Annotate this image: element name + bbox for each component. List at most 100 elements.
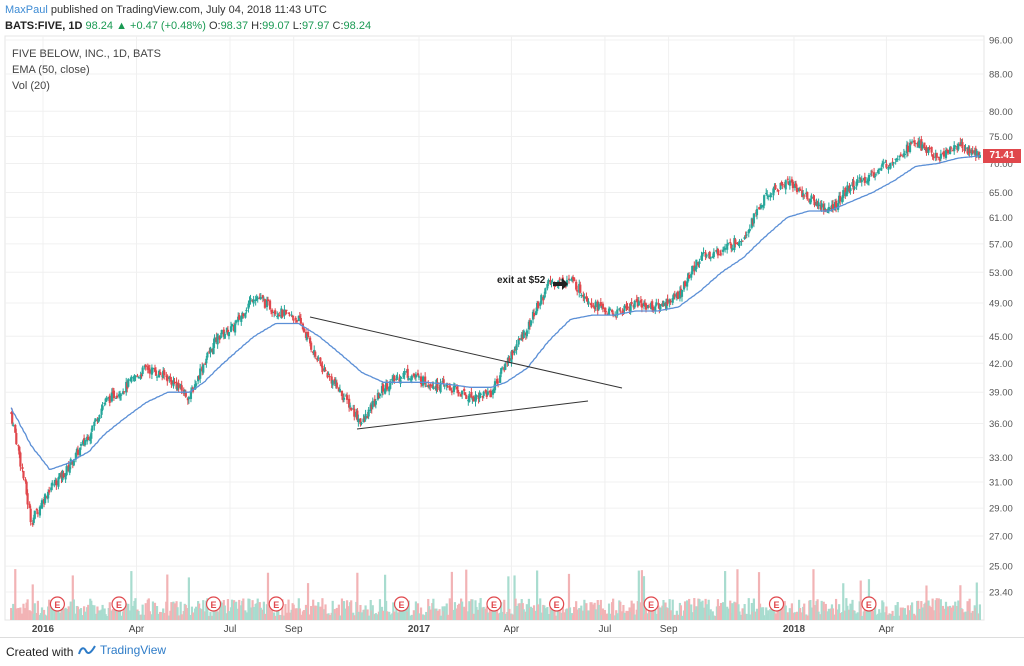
- volume-bar: [539, 598, 542, 620]
- y-tick-label: 29.00: [989, 504, 1013, 515]
- volume-bar: [350, 600, 353, 620]
- volume-bar: [944, 601, 948, 620]
- candle-body: [205, 358, 208, 364]
- earnings-marker[interactable]: [486, 596, 502, 612]
- volume-bar: [673, 614, 676, 620]
- volume-bar: [337, 604, 340, 620]
- volume-bar: [115, 611, 119, 620]
- candle-body: [12, 424, 15, 426]
- candle-body: [736, 242, 739, 245]
- candle-body: [314, 351, 317, 357]
- high-label: H:: [251, 20, 263, 32]
- volume-bar: [287, 599, 290, 620]
- candle-body: [730, 243, 733, 249]
- candle-body: [425, 385, 428, 387]
- candle-body: [968, 148, 971, 154]
- volume-bar: [790, 603, 793, 620]
- candle-body: [788, 180, 791, 186]
- volume-bar: [795, 611, 799, 620]
- candle-body: [309, 337, 312, 344]
- earnings-marker[interactable]: [549, 596, 565, 612]
- tradingview-link[interactable]: TradingView: [78, 643, 166, 657]
- candle-body: [767, 196, 770, 198]
- earnings-marker[interactable]: [643, 596, 659, 612]
- candle-body: [360, 422, 363, 424]
- candle-body: [396, 376, 399, 378]
- candle-body: [946, 149, 950, 154]
- volume-bar: [419, 607, 423, 620]
- volume-bar: [878, 609, 881, 620]
- candle-body: [327, 373, 330, 376]
- volume-bar: [585, 603, 588, 620]
- volume-bar: [752, 598, 755, 620]
- candle-body: [276, 315, 279, 317]
- volume-bar: [306, 583, 310, 620]
- earnings-marker[interactable]: [49, 596, 65, 612]
- volume-bar: [360, 612, 363, 620]
- candle-body: [278, 315, 281, 317]
- candle-body: [522, 330, 525, 338]
- volume-bar: [84, 611, 87, 620]
- y-tick-label: 42.00: [989, 359, 1013, 370]
- candle-body: [383, 388, 387, 394]
- earnings-marker[interactable]: [111, 596, 127, 612]
- volume-bar: [507, 576, 510, 620]
- candle-body: [139, 374, 142, 380]
- earnings-marker[interactable]: [861, 596, 877, 612]
- candle-body: [194, 383, 198, 386]
- candle-body: [802, 193, 805, 196]
- candle-body: [91, 425, 94, 431]
- volume-bar: [799, 607, 802, 620]
- volume-bar: [561, 605, 564, 620]
- candle-body: [957, 144, 960, 150]
- candle-body: [249, 298, 252, 301]
- candle-body: [299, 317, 302, 324]
- volume-bar: [889, 614, 892, 620]
- candle-body: [923, 142, 926, 149]
- candle-body: [852, 180, 855, 190]
- author-link[interactable]: MaxPaul: [5, 4, 48, 16]
- earnings-marker[interactable]: [768, 596, 785, 612]
- volume-bar: [76, 606, 80, 620]
- candle-body: [747, 230, 750, 234]
- earnings-marker[interactable]: [393, 596, 410, 612]
- candle-body: [324, 369, 327, 372]
- volume-bar: [750, 602, 753, 620]
- volume-bar: [299, 614, 302, 620]
- candle-body: [745, 234, 748, 236]
- candle-body: [585, 296, 588, 300]
- volume-bar: [637, 570, 640, 620]
- candle-body: [700, 255, 703, 261]
- earnings-marker[interactable]: [205, 596, 222, 612]
- price-chart[interactable]: E E E E E E E E E E 96.00 88.00 80.00 75.00 70.00 65.0…: [0, 0, 1024, 637]
- candle-body: [870, 171, 874, 173]
- y-tick-label: 27.00: [989, 532, 1013, 543]
- volume-bar: [644, 600, 648, 620]
- volume-bar: [921, 607, 924, 620]
- volume-bar: [518, 603, 521, 620]
- candle-body: [898, 155, 901, 158]
- candle-body: [501, 367, 504, 369]
- candle-body: [673, 294, 676, 297]
- earnings-marker[interactable]: [268, 596, 284, 612]
- candle-body: [913, 140, 916, 143]
- candle-body: [463, 388, 466, 392]
- candle-body: [47, 491, 50, 499]
- volume-bar: [328, 614, 331, 620]
- candle-body: [283, 309, 286, 316]
- candle-body: [841, 197, 844, 203]
- candle-body: [17, 445, 20, 447]
- current-price-badge: 71.41: [983, 149, 1021, 163]
- volume-bar: [91, 604, 94, 620]
- volume-bar: [910, 602, 914, 620]
- volume-bar: [712, 615, 715, 620]
- candle-body: [285, 309, 288, 311]
- candle-body: [292, 319, 295, 321]
- volume-bar: [721, 602, 725, 620]
- candle-body: [417, 376, 421, 378]
- candle-body: [33, 510, 36, 519]
- candle-body: [558, 278, 561, 280]
- candle-body: [108, 395, 111, 403]
- volume-bar: [652, 606, 655, 620]
- volume-bar: [302, 610, 306, 620]
